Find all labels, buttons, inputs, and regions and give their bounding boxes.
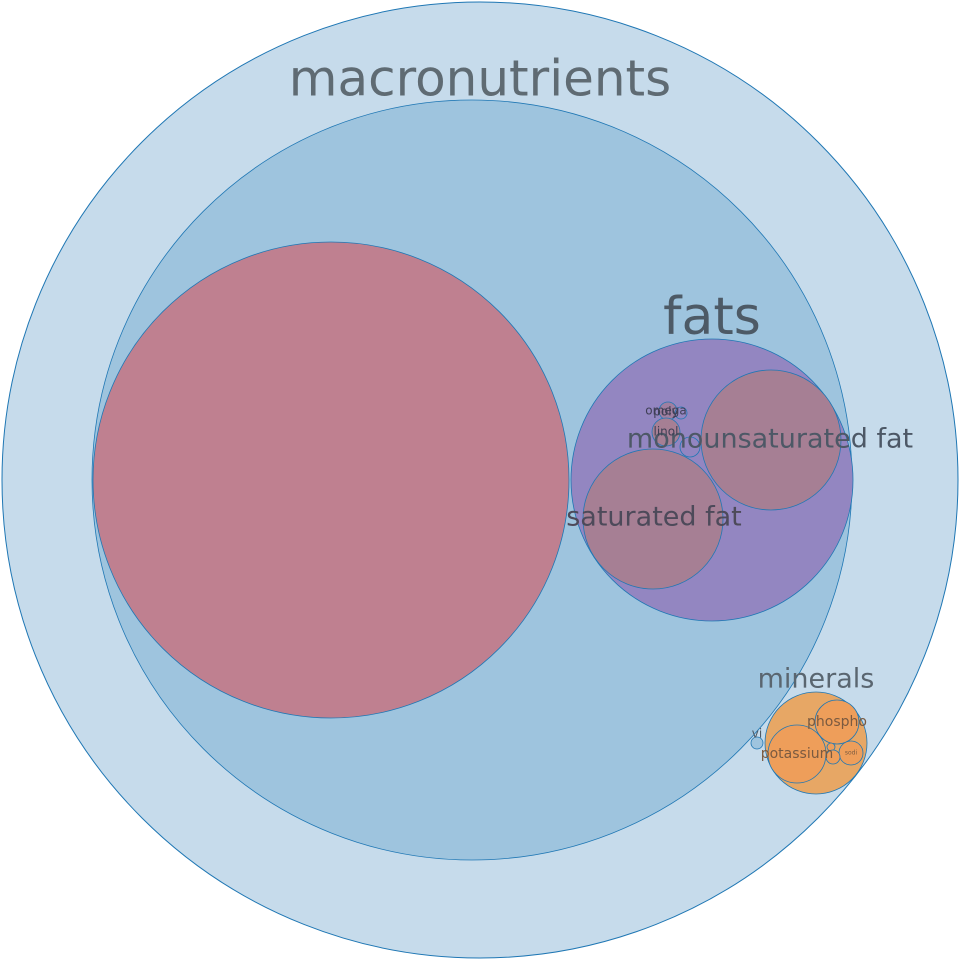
circle-monounsaturated bbox=[700, 369, 842, 511]
label-macronutrients: macronutrients bbox=[289, 50, 671, 108]
label-linol: linol bbox=[654, 425, 679, 439]
label-fats: fats bbox=[663, 287, 761, 347]
label-poly: poly bbox=[653, 405, 678, 419]
label-phospho: phospho bbox=[807, 714, 867, 730]
label-omega: omega bbox=[645, 404, 686, 418]
circle-omega bbox=[674, 406, 688, 420]
label-minerals: minerals bbox=[758, 664, 875, 695]
label-monounsaturated: monounsaturated fat bbox=[627, 424, 913, 455]
circle-linol bbox=[651, 417, 681, 447]
circle-vit bbox=[750, 736, 764, 750]
label-potassium: potassium bbox=[761, 746, 834, 762]
circle-big bbox=[92, 241, 570, 719]
label-vit: vi bbox=[752, 727, 762, 741]
circle-mg2 bbox=[825, 749, 841, 765]
circle-saturated bbox=[582, 448, 724, 590]
circle-omega-small bbox=[679, 436, 701, 458]
circle-phospho bbox=[814, 699, 860, 745]
circle-potassium bbox=[767, 724, 827, 784]
label-sodium: sodi bbox=[845, 750, 858, 757]
label-saturated: saturated fat bbox=[566, 502, 742, 533]
